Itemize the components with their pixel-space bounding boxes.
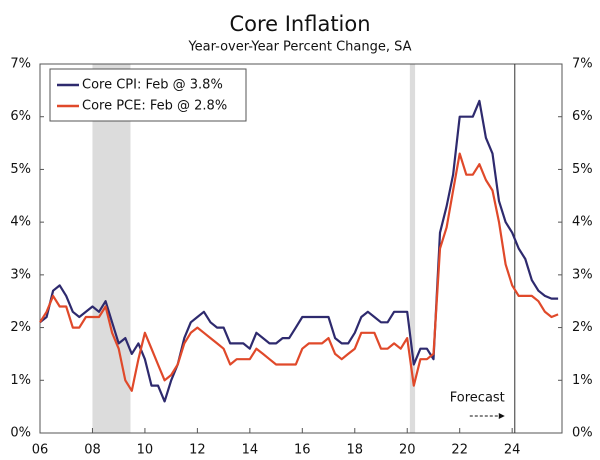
y2-tick-label: 7%	[572, 57, 593, 72]
y-tick-label: 4%	[10, 215, 31, 230]
recession-band	[409, 64, 416, 433]
x-tick-label: 06	[32, 443, 49, 458]
x-tick-label: 14	[242, 443, 259, 458]
y-tick-label: 2%	[10, 320, 31, 335]
y2-tick-label: 4%	[572, 215, 593, 230]
y-tick-label: 3%	[10, 267, 31, 282]
y-tick-label: 6%	[10, 109, 31, 124]
y2-tick-label: 6%	[572, 109, 593, 124]
chart-subtitle: Year-over-Year Percent Change, SA	[187, 40, 411, 55]
y2-tick-label: 1%	[572, 373, 593, 388]
y-tick-label: 5%	[10, 162, 31, 177]
x-tick-label: 24	[504, 443, 521, 458]
y-tick-label: 1%	[10, 373, 31, 388]
y2-tick-label: 5%	[572, 162, 593, 177]
annotation: Forecast	[450, 391, 505, 406]
plot-frame	[39, 63, 563, 434]
legend-box	[49, 68, 247, 122]
y-tick-label: 0%	[10, 426, 31, 441]
annotation-arrowhead	[498, 413, 505, 419]
x-tick-label: 10	[137, 443, 154, 458]
legend-label: Core PCE: Feb @ 2.8%	[82, 99, 227, 114]
x-tick-label: 08	[84, 443, 101, 458]
x-tick-label: 16	[294, 443, 311, 458]
series-line	[39, 99, 559, 403]
y2-tick-label: 3%	[572, 267, 593, 282]
series-line	[39, 152, 559, 392]
legend: Core CPI: Feb @ 3.8% Core PCE: Feb @ 2.8%	[49, 68, 247, 122]
chart-title: Core Inflation	[229, 12, 370, 36]
x-tick-label: 20	[399, 443, 416, 458]
y-tick-label: 7%	[10, 57, 31, 72]
y2-tick-label: 2%	[572, 320, 593, 335]
legend-label: Core CPI: Feb @ 3.8%	[82, 78, 223, 93]
x-tick-label: 12	[189, 443, 206, 458]
x-tick-label: 18	[347, 443, 364, 458]
x-tick-label: 22	[451, 443, 468, 458]
y2-tick-label: 0%	[572, 426, 593, 441]
